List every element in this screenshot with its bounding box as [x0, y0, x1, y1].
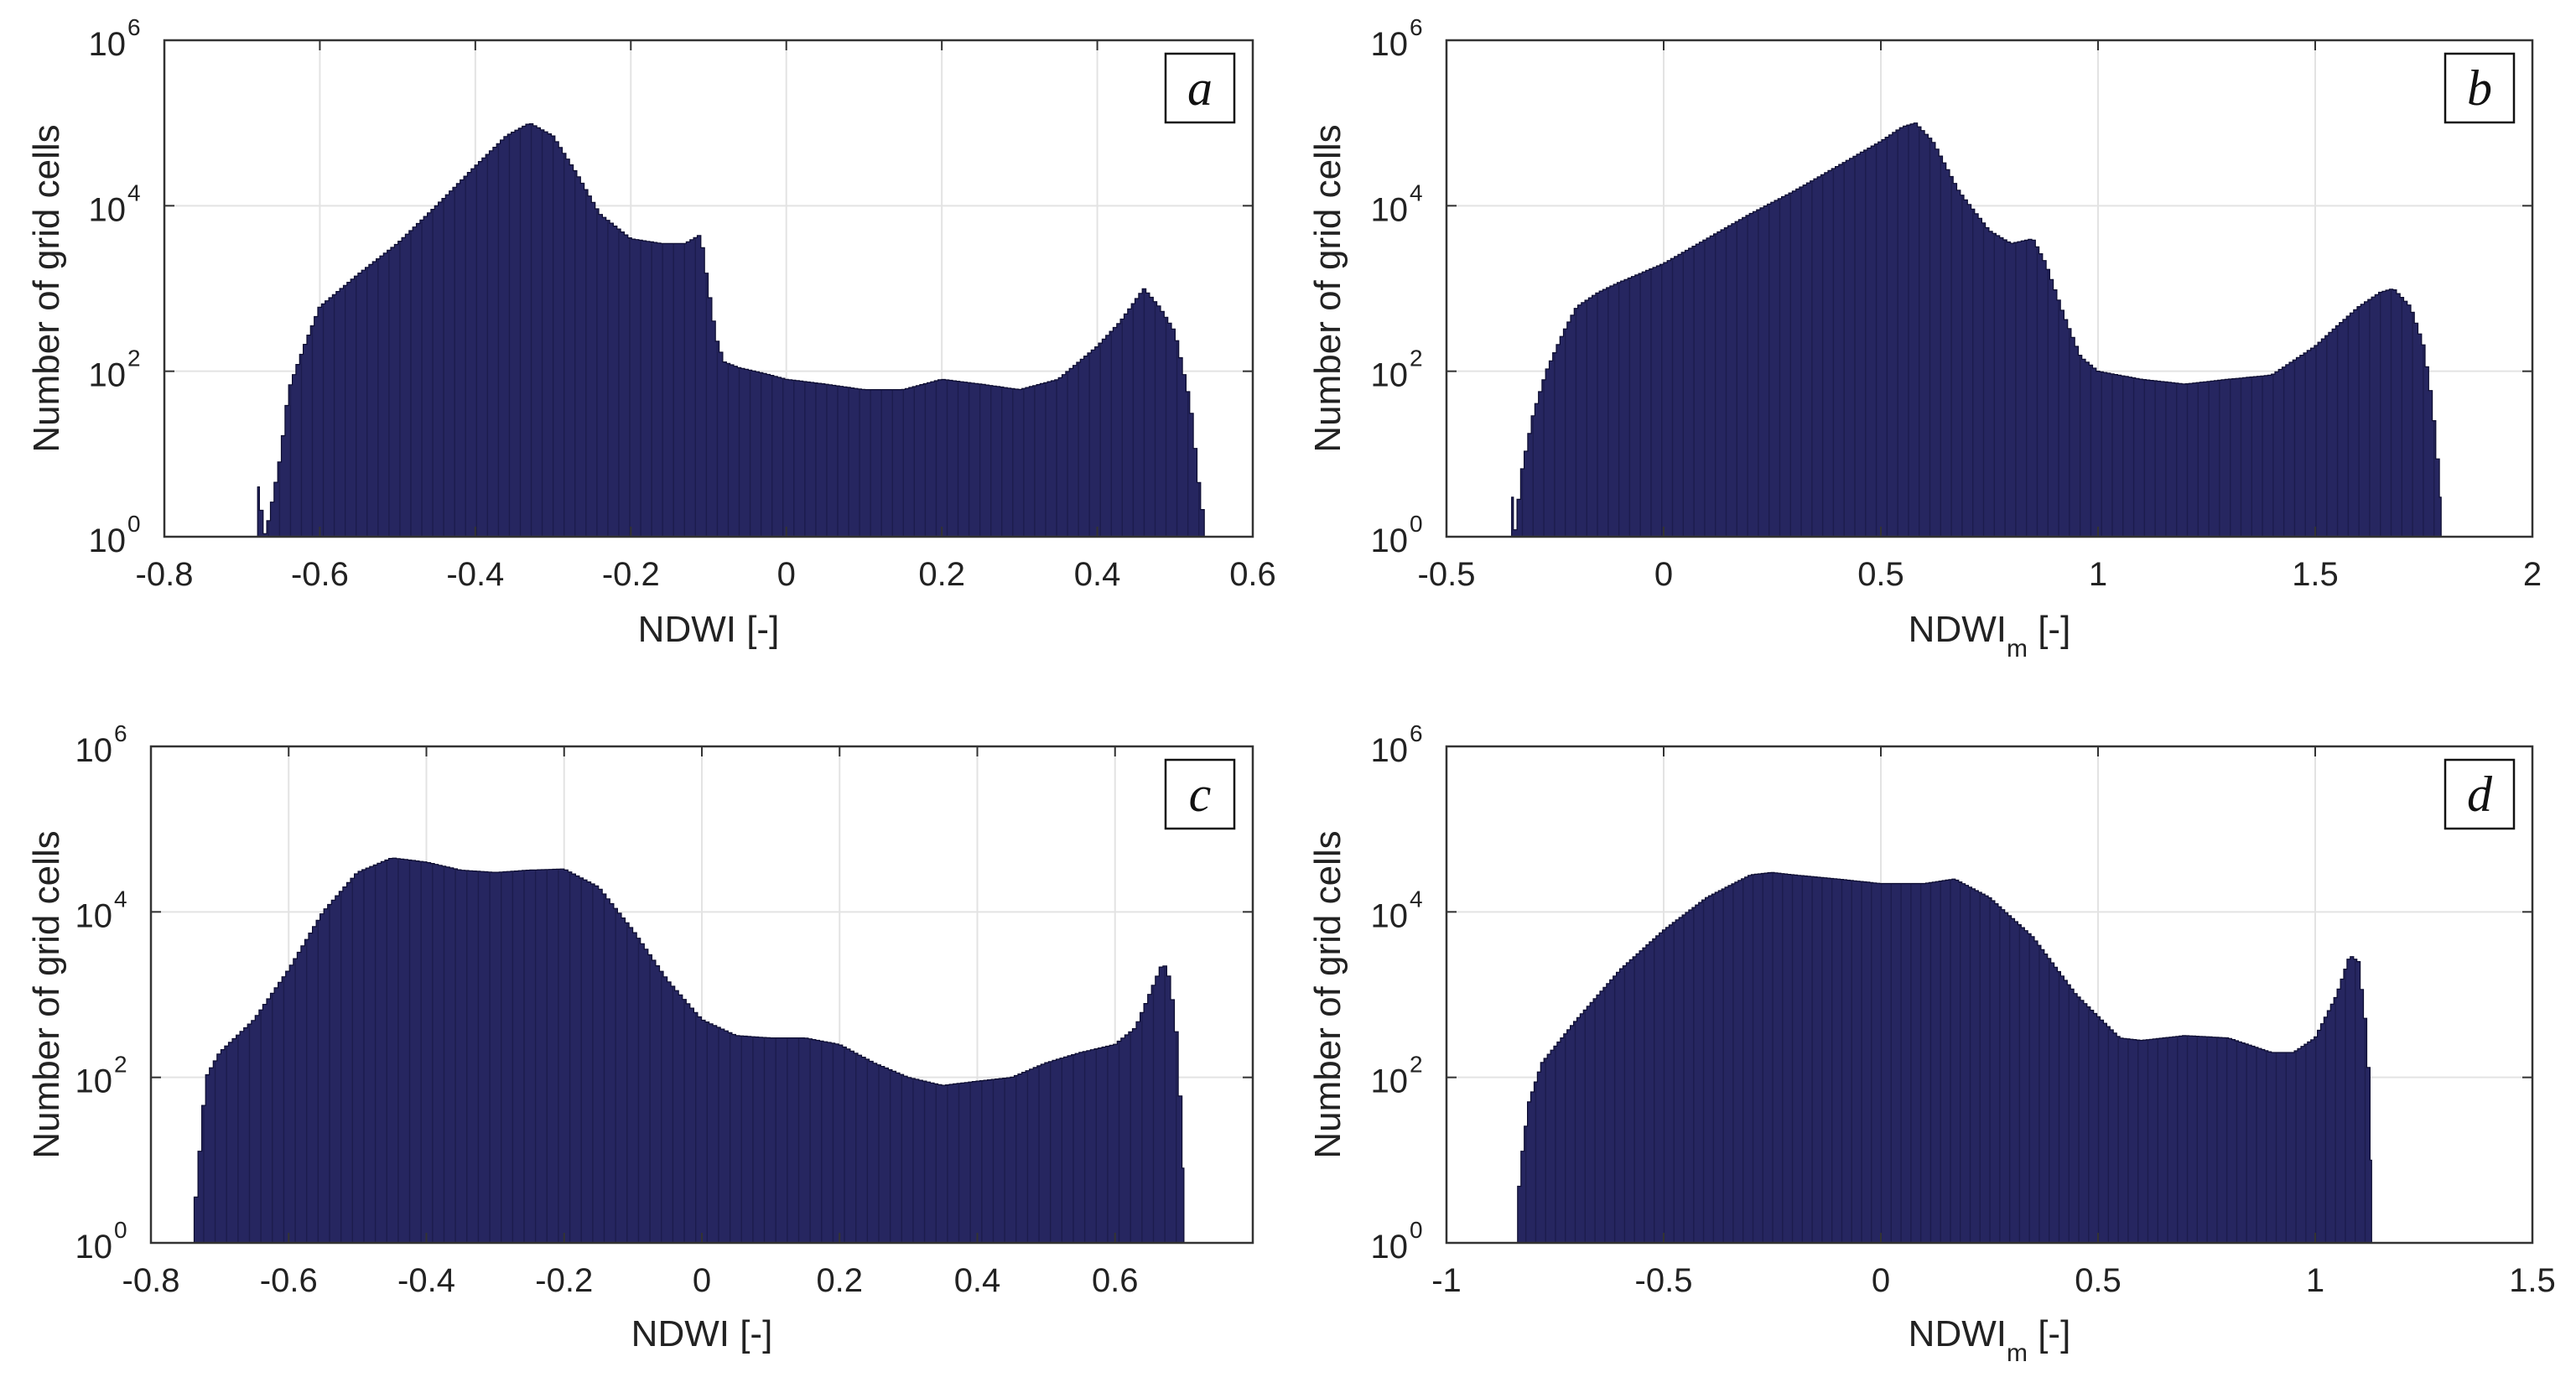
y-tick-exponent: 6	[1410, 720, 1423, 746]
panel-label: b	[2467, 60, 2492, 116]
y-axis-label: Number of grid cells	[1307, 830, 1348, 1158]
x-axis-label: NDWIm [-]	[1909, 1313, 2071, 1367]
y-tick-label: 10	[75, 1229, 113, 1266]
x-tick-label: 0.5	[1857, 556, 1904, 593]
y-tick-label: 10	[75, 897, 113, 934]
y-tick-exponent: 2	[1410, 346, 1423, 372]
x-tick-label: 0.2	[918, 556, 965, 593]
x-tick-label: 0.6	[1092, 1262, 1139, 1299]
x-tick-label: -1	[1431, 1262, 1462, 1299]
y-tick-label: 10	[89, 522, 127, 559]
x-tick-label: 0	[1654, 556, 1673, 593]
x-tick-label: 1	[2306, 1262, 2324, 1299]
y-tick-label: 10	[1371, 732, 1409, 769]
y-tick-label: 10	[1371, 191, 1409, 228]
panel-label-box	[1164, 52, 1236, 124]
x-tick-label: 0	[693, 1262, 711, 1299]
x-tick-label: 0.4	[954, 1262, 1001, 1299]
y-tick-label: 10	[89, 191, 127, 228]
x-tick-label: -0.4	[397, 1262, 455, 1299]
x-tick-label: 0.5	[2075, 1262, 2122, 1299]
x-tick-label: 0.2	[816, 1262, 863, 1299]
x-tick-label: -0.8	[122, 1262, 180, 1299]
y-tick-exponent: 4	[1410, 179, 1423, 205]
y-tick-label: 10	[1371, 1229, 1409, 1266]
x-tick-label: -0.6	[291, 556, 349, 593]
x-tick-label: -0.8	[136, 556, 194, 593]
y-axis-label: Number of grid cells	[26, 830, 67, 1158]
y-tick-label: 10	[1371, 897, 1409, 934]
y-tick-exponent: 4	[127, 179, 141, 205]
y-tick-exponent: 4	[1410, 886, 1423, 912]
panel-label: a	[1187, 60, 1213, 116]
y-tick-label: 10	[89, 357, 127, 394]
x-axis-label: NDWI [-]	[631, 1313, 773, 1354]
y-tick-exponent: 2	[127, 346, 141, 372]
y-tick-label: 10	[1371, 26, 1409, 63]
y-tick-exponent: 6	[127, 14, 141, 40]
panel-label-box	[2444, 52, 2516, 124]
x-tick-label: -0.2	[602, 556, 660, 593]
y-axis-label: Number of grid cells	[26, 124, 67, 452]
x-tick-label: 1.5	[2292, 556, 2339, 593]
x-tick-label: 1	[2089, 556, 2107, 593]
y-tick-label: 10	[1371, 357, 1409, 394]
panel-label: d	[2467, 767, 2493, 822]
y-tick-label: 10	[1371, 1063, 1409, 1100]
x-tick-label: -0.4	[446, 556, 504, 593]
panel-label-box	[1164, 758, 1236, 830]
x-tick-label: 2	[2523, 556, 2542, 593]
x-tick-label: 0.4	[1074, 556, 1121, 593]
x-axis-label: NDWI [-]	[638, 609, 780, 650]
axes-frame	[163, 39, 1254, 538]
y-tick-exponent: 4	[114, 886, 127, 912]
axes-frame	[1445, 39, 2534, 538]
y-tick-label: 10	[75, 732, 113, 769]
y-tick-exponent: 0	[1410, 1217, 1423, 1243]
x-tick-label: 1.5	[2509, 1262, 2556, 1299]
y-tick-exponent: 0	[1410, 511, 1423, 537]
x-axis-label: NDWIm [-]	[1909, 609, 2071, 663]
y-tick-label: 10	[1371, 522, 1409, 559]
x-tick-label: -0.5	[1635, 1262, 1693, 1299]
axes-frame	[1445, 745, 2534, 1245]
x-tick-label: -0.2	[535, 1262, 593, 1299]
x-tick-label: 0	[777, 556, 796, 593]
y-tick-exponent: 2	[114, 1052, 127, 1078]
panel-label: c	[1189, 767, 1212, 822]
y-tick-exponent: 6	[114, 720, 127, 746]
y-tick-label: 10	[75, 1063, 113, 1100]
y-tick-exponent: 0	[127, 511, 141, 537]
y-tick-exponent: 6	[1410, 14, 1423, 40]
x-tick-label: 0	[1872, 1262, 1890, 1299]
x-tick-label: 0.6	[1229, 556, 1276, 593]
x-tick-label: -0.5	[1418, 556, 1476, 593]
y-tick-exponent: 0	[114, 1217, 127, 1243]
y-tick-exponent: 2	[1410, 1052, 1423, 1078]
y-axis-label: Number of grid cells	[1307, 124, 1348, 452]
y-tick-label: 10	[89, 26, 127, 63]
x-tick-label: -0.6	[260, 1262, 318, 1299]
panel-label-box	[2444, 758, 2516, 830]
